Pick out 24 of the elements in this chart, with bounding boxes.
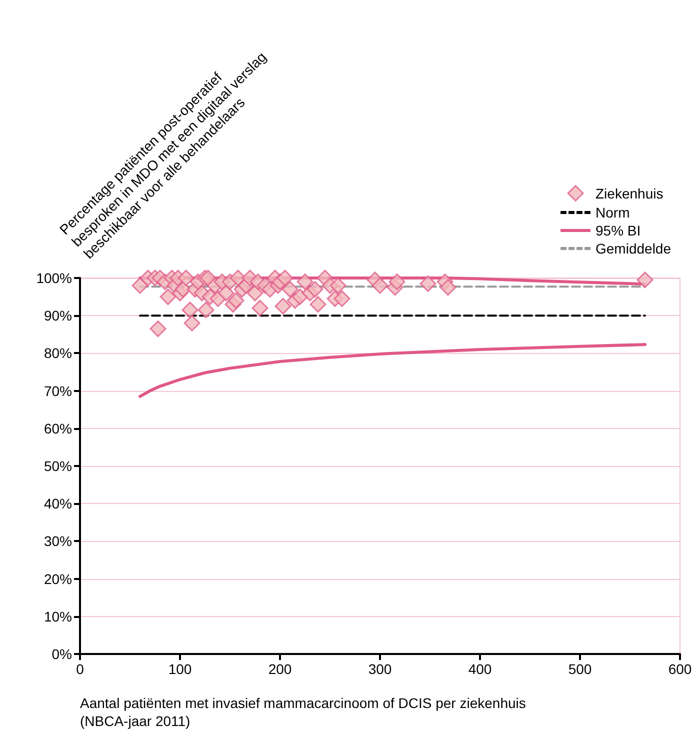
y-tick-label: 30% [44,533,72,550]
y-tick-label: 100% [36,270,72,286]
y-tick-label: 80% [44,345,72,362]
x-axis-title: Aantal patiënten met invasief mammacarcinoom of DCIS per ziekenhuis (NBCA-jaar 2011) [80,695,526,729]
y-tick-label: 60% [44,420,72,436]
x-tick-label: 0 [76,661,84,677]
x-tick-label: 500 [568,661,592,677]
y-tick-label: 70% [44,382,72,399]
line-series [138,343,646,398]
y-tick-label: 90% [44,308,72,324]
x-tick-label: 600 [668,661,692,677]
legend-label: Norm [596,204,630,220]
x-tick-label: 200 [268,661,292,677]
y-tick-label: 40% [44,496,72,512]
y-tick-label: 0% [52,646,72,662]
x-tick-label: 300 [368,661,392,677]
x-tick-label: 400 [468,661,492,677]
y-tick-label: 20% [44,570,72,587]
y-tick-label: 50% [44,458,72,474]
legend-label: Gemiddelde [596,240,672,256]
y-tick-label: 10% [44,608,72,624]
legend-label: Ziekenhuis [596,185,664,202]
legend-label: 95% BI [596,222,641,238]
x-tick-label: 100 [168,661,192,677]
